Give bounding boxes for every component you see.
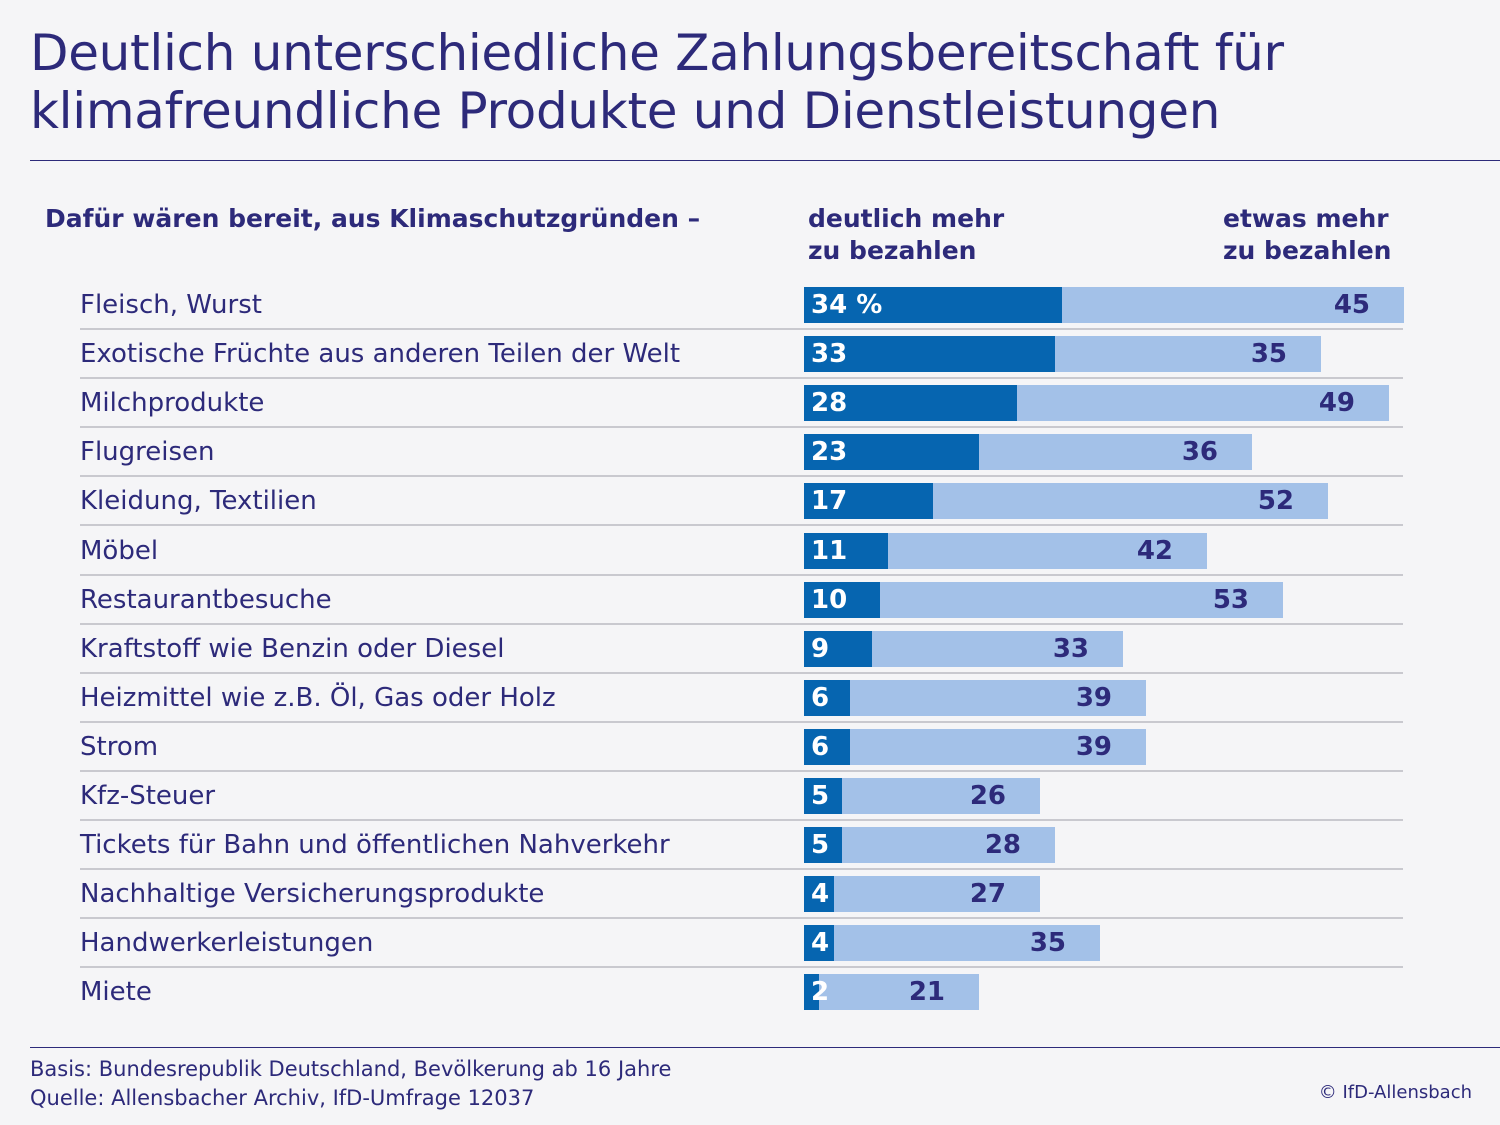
bar-some-more xyxy=(804,729,1146,765)
row-separator xyxy=(80,623,1403,625)
row-separator xyxy=(80,770,1403,772)
title-divider xyxy=(30,160,1500,161)
bar-much-more xyxy=(804,533,888,569)
chart-title-line-2: klimafreundliche Produkte und Dienstleis… xyxy=(30,82,1221,140)
bar-much-more xyxy=(804,483,933,519)
category-label: Möbel xyxy=(80,536,159,566)
bar-some-more xyxy=(804,827,1055,863)
bar-much-more xyxy=(804,631,872,667)
value-label-some-more: 53 xyxy=(1212,585,1249,615)
row-separator xyxy=(80,868,1403,870)
category-label: Strom xyxy=(80,732,159,762)
source-note: Basis: Bundesrepublik Deutschland, Bevöl… xyxy=(30,1055,671,1113)
row-separator xyxy=(80,377,1403,379)
row-separator xyxy=(80,819,1403,821)
category-label: Fleisch, Wurst xyxy=(80,290,262,320)
value-label-much-more: 33 xyxy=(811,339,848,369)
value-label-much-more: 4 xyxy=(811,928,830,958)
row-separator xyxy=(80,524,1403,526)
copyright-notice: © IfD-Allensbach xyxy=(1318,1082,1472,1103)
source-basis: Basis: Bundesrepublik Deutschland, Bevöl… xyxy=(30,1057,672,1081)
chart-title: Deutlich unterschiedliche Zahlungsbereit… xyxy=(30,24,1470,140)
value-label-some-more: 39 xyxy=(1075,683,1112,713)
bar-much-more xyxy=(804,778,842,814)
bar-much-more xyxy=(804,925,834,961)
bar-much-more xyxy=(804,434,979,470)
value-label-some-more: 27 xyxy=(969,879,1006,909)
value-label-some-more: 26 xyxy=(969,781,1006,811)
category-label: Flugreisen xyxy=(80,437,215,467)
bar-some-more xyxy=(804,778,1040,814)
value-label-some-more: 35 xyxy=(1029,928,1066,958)
category-label: Tickets für Bahn und öffentlichen Nahver… xyxy=(80,830,670,860)
value-label-some-more: 28 xyxy=(984,830,1021,860)
legend-some-header: etwas mehr zu bezahlen xyxy=(1223,203,1391,267)
category-label: Kfz-Steuer xyxy=(80,781,216,811)
bar-some-more xyxy=(804,582,1283,618)
value-label-much-more: 34 % xyxy=(811,290,883,320)
value-label-some-more: 36 xyxy=(1181,437,1218,467)
bar-some-more xyxy=(804,925,1100,961)
bar-some-more xyxy=(804,974,979,1010)
category-label: Exotische Früchte aus anderen Teilen der… xyxy=(80,339,681,369)
bar-much-more xyxy=(804,582,880,618)
row-separator xyxy=(80,672,1403,674)
value-label-some-more: 42 xyxy=(1136,536,1173,566)
row-separator xyxy=(80,917,1403,919)
row-separator xyxy=(80,328,1403,330)
bar-some-more xyxy=(804,876,1040,912)
value-label-much-more: 5 xyxy=(811,781,830,811)
value-label-much-more: 5 xyxy=(811,830,830,860)
legend-some-line-1: etwas mehr xyxy=(1223,204,1389,233)
category-label: Nachhaltige Versicherungsprodukte xyxy=(80,879,545,909)
value-label-much-more: 28 xyxy=(811,388,848,418)
row-separator xyxy=(80,475,1403,477)
value-label-much-more: 9 xyxy=(811,634,830,664)
bar-some-more xyxy=(804,680,1146,716)
bar-much-more xyxy=(804,729,850,765)
value-label-much-more: 2 xyxy=(811,977,830,1007)
bar-much-more xyxy=(804,827,842,863)
bar-much-more xyxy=(804,385,1017,421)
value-label-some-more: 39 xyxy=(1075,732,1112,762)
question-header-text: Dafür wären bereit, aus Klimaschutzgründ… xyxy=(45,204,701,233)
value-label-much-more: 6 xyxy=(811,683,830,713)
value-label-some-more: 33 xyxy=(1052,634,1089,664)
row-separator xyxy=(80,966,1403,968)
category-label: Handwerkerleistungen xyxy=(80,928,374,958)
value-label-some-more: 45 xyxy=(1333,290,1370,320)
value-label-much-more: 11 xyxy=(811,536,848,566)
footer-divider xyxy=(30,1047,1500,1048)
value-label-much-more: 6 xyxy=(811,732,830,762)
legend-strong-line-2: zu bezahlen xyxy=(808,236,977,265)
category-label: Restaurantbesuche xyxy=(80,585,332,615)
value-label-much-more: 17 xyxy=(811,486,848,516)
bar-much-more xyxy=(804,336,1055,372)
legend-strong-header: deutlich mehr zu bezahlen xyxy=(808,203,1004,267)
row-separator xyxy=(80,721,1403,723)
bar-much-more xyxy=(804,287,1062,323)
category-label: Heizmittel wie z.B. Öl, Gas oder Holz xyxy=(80,683,556,713)
category-label: Kraftstoff wie Benzin oder Diesel xyxy=(80,634,505,664)
category-label: Kleidung, Textilien xyxy=(80,486,317,516)
value-label-much-more: 23 xyxy=(811,437,848,467)
value-label-some-more: 21 xyxy=(908,977,945,1007)
value-label-some-more: 49 xyxy=(1318,388,1355,418)
value-label-some-more: 35 xyxy=(1250,339,1287,369)
source-origin: Quelle: Allensbacher Archiv, IfD-Umfrage… xyxy=(30,1086,535,1110)
value-label-much-more: 10 xyxy=(811,585,848,615)
bar-much-more xyxy=(804,680,850,716)
category-label: Milchprodukte xyxy=(80,388,265,418)
row-separator xyxy=(80,574,1403,576)
value-label-much-more: 4 xyxy=(811,879,830,909)
value-label-some-more: 52 xyxy=(1257,486,1294,516)
category-label: Miete xyxy=(80,977,152,1007)
row-separator xyxy=(80,426,1403,428)
legend-strong-line-1: deutlich mehr xyxy=(808,204,1005,233)
legend-some-line-2: zu bezahlen xyxy=(1223,236,1392,265)
bar-much-more xyxy=(804,974,819,1010)
question-header: Dafür wären bereit, aus Klimaschutzgründ… xyxy=(45,203,700,235)
chart-title-line-1: Deutlich unterschiedliche Zahlungsbereit… xyxy=(30,24,1284,82)
bar-much-more xyxy=(804,876,834,912)
